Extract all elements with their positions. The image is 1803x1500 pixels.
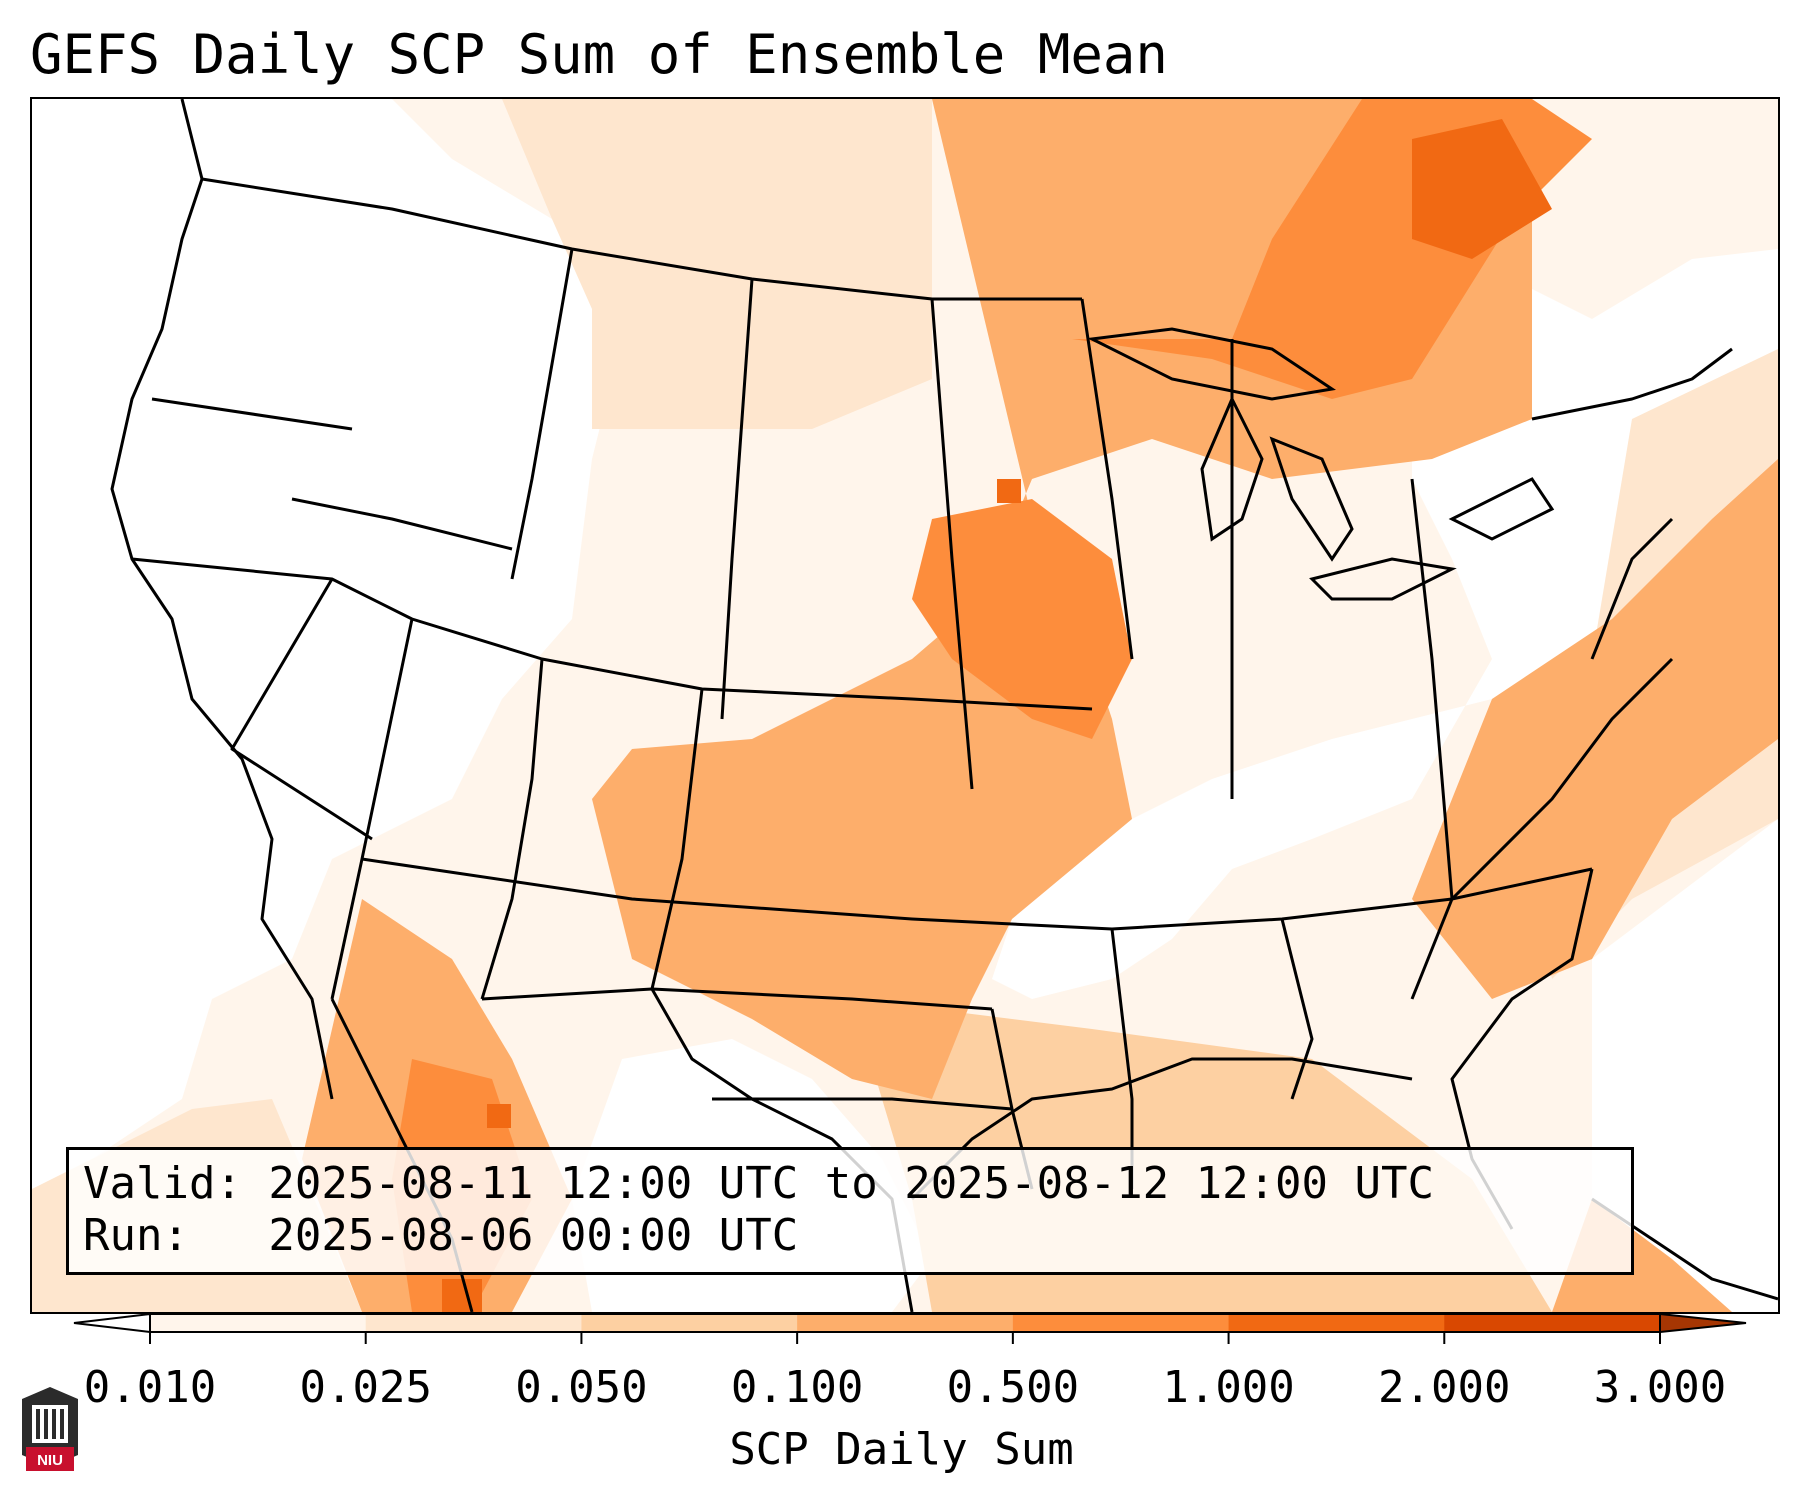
colorbar-segment bbox=[581, 1314, 798, 1332]
run-time-text: Run: 2025-08-06 00:00 UTC bbox=[83, 1210, 799, 1261]
colorbar-segment bbox=[365, 1314, 582, 1332]
colorbar-over-extend bbox=[1659, 1312, 1747, 1334]
map-panel bbox=[30, 97, 1780, 1314]
niu-logo-band bbox=[26, 1447, 74, 1471]
colorbar-tick-label: 2.000 bbox=[1378, 1362, 1511, 1413]
colorbar-tick-label: 0.050 bbox=[515, 1362, 648, 1413]
niu-logo-text: NIU bbox=[37, 1452, 63, 1469]
niu-logo: NIU bbox=[22, 1387, 78, 1471]
colorbar-segment bbox=[1012, 1314, 1230, 1332]
colorbar-tick-label: 0.025 bbox=[299, 1362, 432, 1413]
colorbar-segment bbox=[150, 1314, 367, 1332]
colorbar-label: SCP Daily Sum bbox=[729, 1424, 1074, 1475]
valid-time-text: Valid: 2025-08-11 12:00 UTC to 2025-08-1… bbox=[83, 1158, 1435, 1209]
map-title: GEFS Daily SCP Sum of Ensemble Mean bbox=[30, 23, 1168, 86]
valid-run-info-box: Valid: 2025-08-11 12:00 UTC to 2025-08-1… bbox=[66, 1147, 1634, 1275]
scp-shading bbox=[32, 99, 1778, 1312]
colorbar-tick-label: 0.010 bbox=[83, 1362, 217, 1413]
colorbar-tick-label: 0.500 bbox=[946, 1362, 1080, 1413]
colorbar-under-extend bbox=[73, 1312, 151, 1334]
colorbar-frame bbox=[149, 1313, 1661, 1333]
map-canvas bbox=[32, 99, 1778, 1312]
colorbar-tick-label: 0.100 bbox=[730, 1362, 864, 1413]
colorbar-tick-label: 1.000 bbox=[1162, 1362, 1295, 1413]
colorbar-tick-label: 3.000 bbox=[1593, 1362, 1727, 1413]
great-lakes bbox=[1086, 327, 1555, 601]
colorbar-segment bbox=[1228, 1314, 1445, 1332]
colorbar-segment bbox=[1444, 1314, 1661, 1332]
colorbar-segment bbox=[797, 1314, 1014, 1332]
colorbar bbox=[73, 1312, 1747, 1344]
